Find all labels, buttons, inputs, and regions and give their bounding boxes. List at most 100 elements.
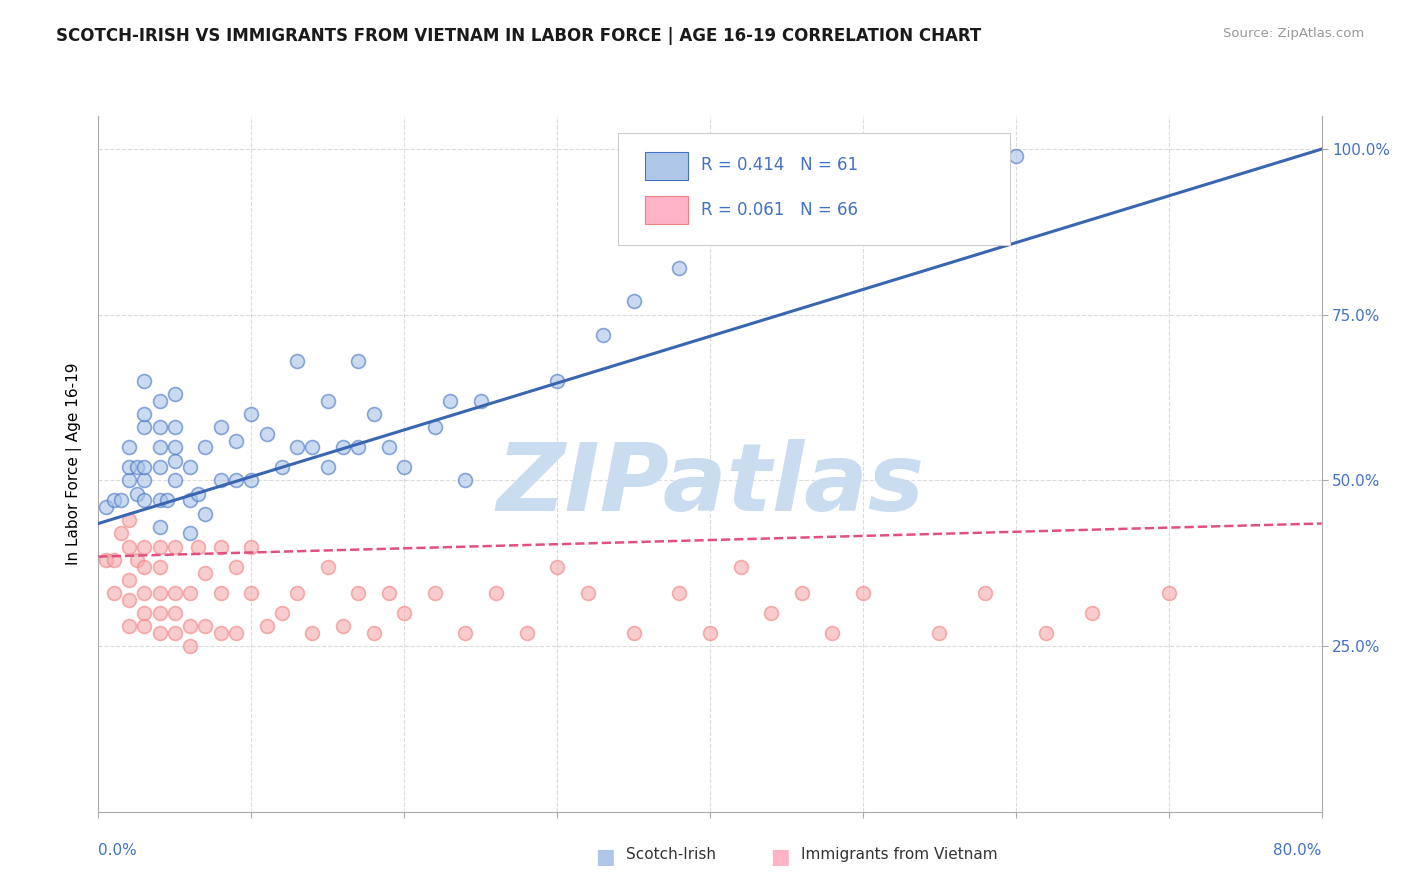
Point <box>149 520 172 534</box>
Point <box>316 393 339 408</box>
Point <box>118 619 141 633</box>
Point <box>103 493 125 508</box>
Text: 0.0%: 0.0% <box>98 843 138 858</box>
Point <box>240 586 263 600</box>
Point <box>852 586 875 600</box>
Point <box>285 586 308 600</box>
Point <box>1035 625 1057 640</box>
Point <box>285 354 308 368</box>
Text: ZIPatlas: ZIPatlas <box>496 439 924 531</box>
Point <box>378 586 401 600</box>
Point <box>623 625 645 640</box>
Text: SCOTCH-IRISH VS IMMIGRANTS FROM VIETNAM IN LABOR FORCE | AGE 16-19 CORRELATION C: SCOTCH-IRISH VS IMMIGRANTS FROM VIETNAM … <box>56 27 981 45</box>
Point <box>149 393 172 408</box>
Point <box>187 540 209 554</box>
Point <box>347 440 370 454</box>
Point <box>363 625 385 640</box>
Point <box>423 420 446 434</box>
Point <box>194 619 217 633</box>
Point <box>470 393 492 408</box>
Point <box>118 573 141 587</box>
Point <box>149 540 172 554</box>
Point <box>125 553 148 567</box>
Point <box>225 474 247 488</box>
Point <box>149 440 172 454</box>
Point <box>454 625 477 640</box>
Point <box>378 440 401 454</box>
Point <box>256 619 278 633</box>
Point <box>163 474 186 488</box>
Point <box>134 407 156 421</box>
Text: Immigrants from Vietnam: Immigrants from Vietnam <box>801 847 998 863</box>
Point <box>103 586 125 600</box>
Point <box>134 559 156 574</box>
Point <box>118 460 141 475</box>
Point <box>118 540 141 554</box>
Point <box>516 625 538 640</box>
Point <box>163 540 186 554</box>
Point <box>187 486 209 500</box>
Point <box>94 553 117 567</box>
Point <box>118 474 141 488</box>
Point <box>928 625 950 640</box>
FancyBboxPatch shape <box>645 153 688 180</box>
Point <box>134 474 156 488</box>
Point <box>118 513 141 527</box>
Point <box>125 486 148 500</box>
Point <box>623 294 645 309</box>
Text: Source: ZipAtlas.com: Source: ZipAtlas.com <box>1223 27 1364 40</box>
Point <box>163 606 186 620</box>
Point <box>225 625 247 640</box>
Point <box>209 586 232 600</box>
Point <box>759 606 782 620</box>
Point <box>225 434 247 448</box>
Point <box>149 420 172 434</box>
Point <box>163 625 186 640</box>
Point <box>209 474 232 488</box>
Point <box>179 460 201 475</box>
Point <box>163 387 186 401</box>
Point <box>668 261 690 276</box>
Point <box>134 606 156 620</box>
Point <box>149 460 172 475</box>
Point <box>134 420 156 434</box>
Point <box>163 440 186 454</box>
Point <box>454 474 477 488</box>
Point <box>179 619 201 633</box>
Point <box>332 619 354 633</box>
Point <box>163 453 186 467</box>
Point <box>110 526 132 541</box>
Text: R = 0.414   N = 61: R = 0.414 N = 61 <box>702 156 859 174</box>
Point <box>94 500 117 514</box>
Point <box>134 493 156 508</box>
Point <box>423 586 446 600</box>
Point <box>194 440 217 454</box>
Point <box>179 639 201 653</box>
Point <box>347 586 370 600</box>
Point <box>209 625 232 640</box>
Point <box>103 553 125 567</box>
Point <box>240 540 263 554</box>
Point <box>149 625 172 640</box>
Y-axis label: In Labor Force | Age 16-19: In Labor Force | Age 16-19 <box>66 362 83 566</box>
Point <box>163 586 186 600</box>
Point <box>110 493 132 508</box>
Point <box>546 374 568 388</box>
Point <box>592 327 614 342</box>
Point <box>439 393 461 408</box>
Point <box>316 559 339 574</box>
Point <box>316 460 339 475</box>
Point <box>179 493 201 508</box>
Point <box>546 559 568 574</box>
Point <box>1004 149 1026 163</box>
Point <box>301 440 323 454</box>
Point <box>149 606 172 620</box>
Point <box>270 606 292 620</box>
Point <box>270 460 292 475</box>
Point <box>347 354 370 368</box>
FancyBboxPatch shape <box>619 134 1010 244</box>
Text: Scotch-Irish: Scotch-Irish <box>626 847 716 863</box>
Point <box>301 625 323 640</box>
Point <box>240 474 263 488</box>
Point <box>668 586 690 600</box>
